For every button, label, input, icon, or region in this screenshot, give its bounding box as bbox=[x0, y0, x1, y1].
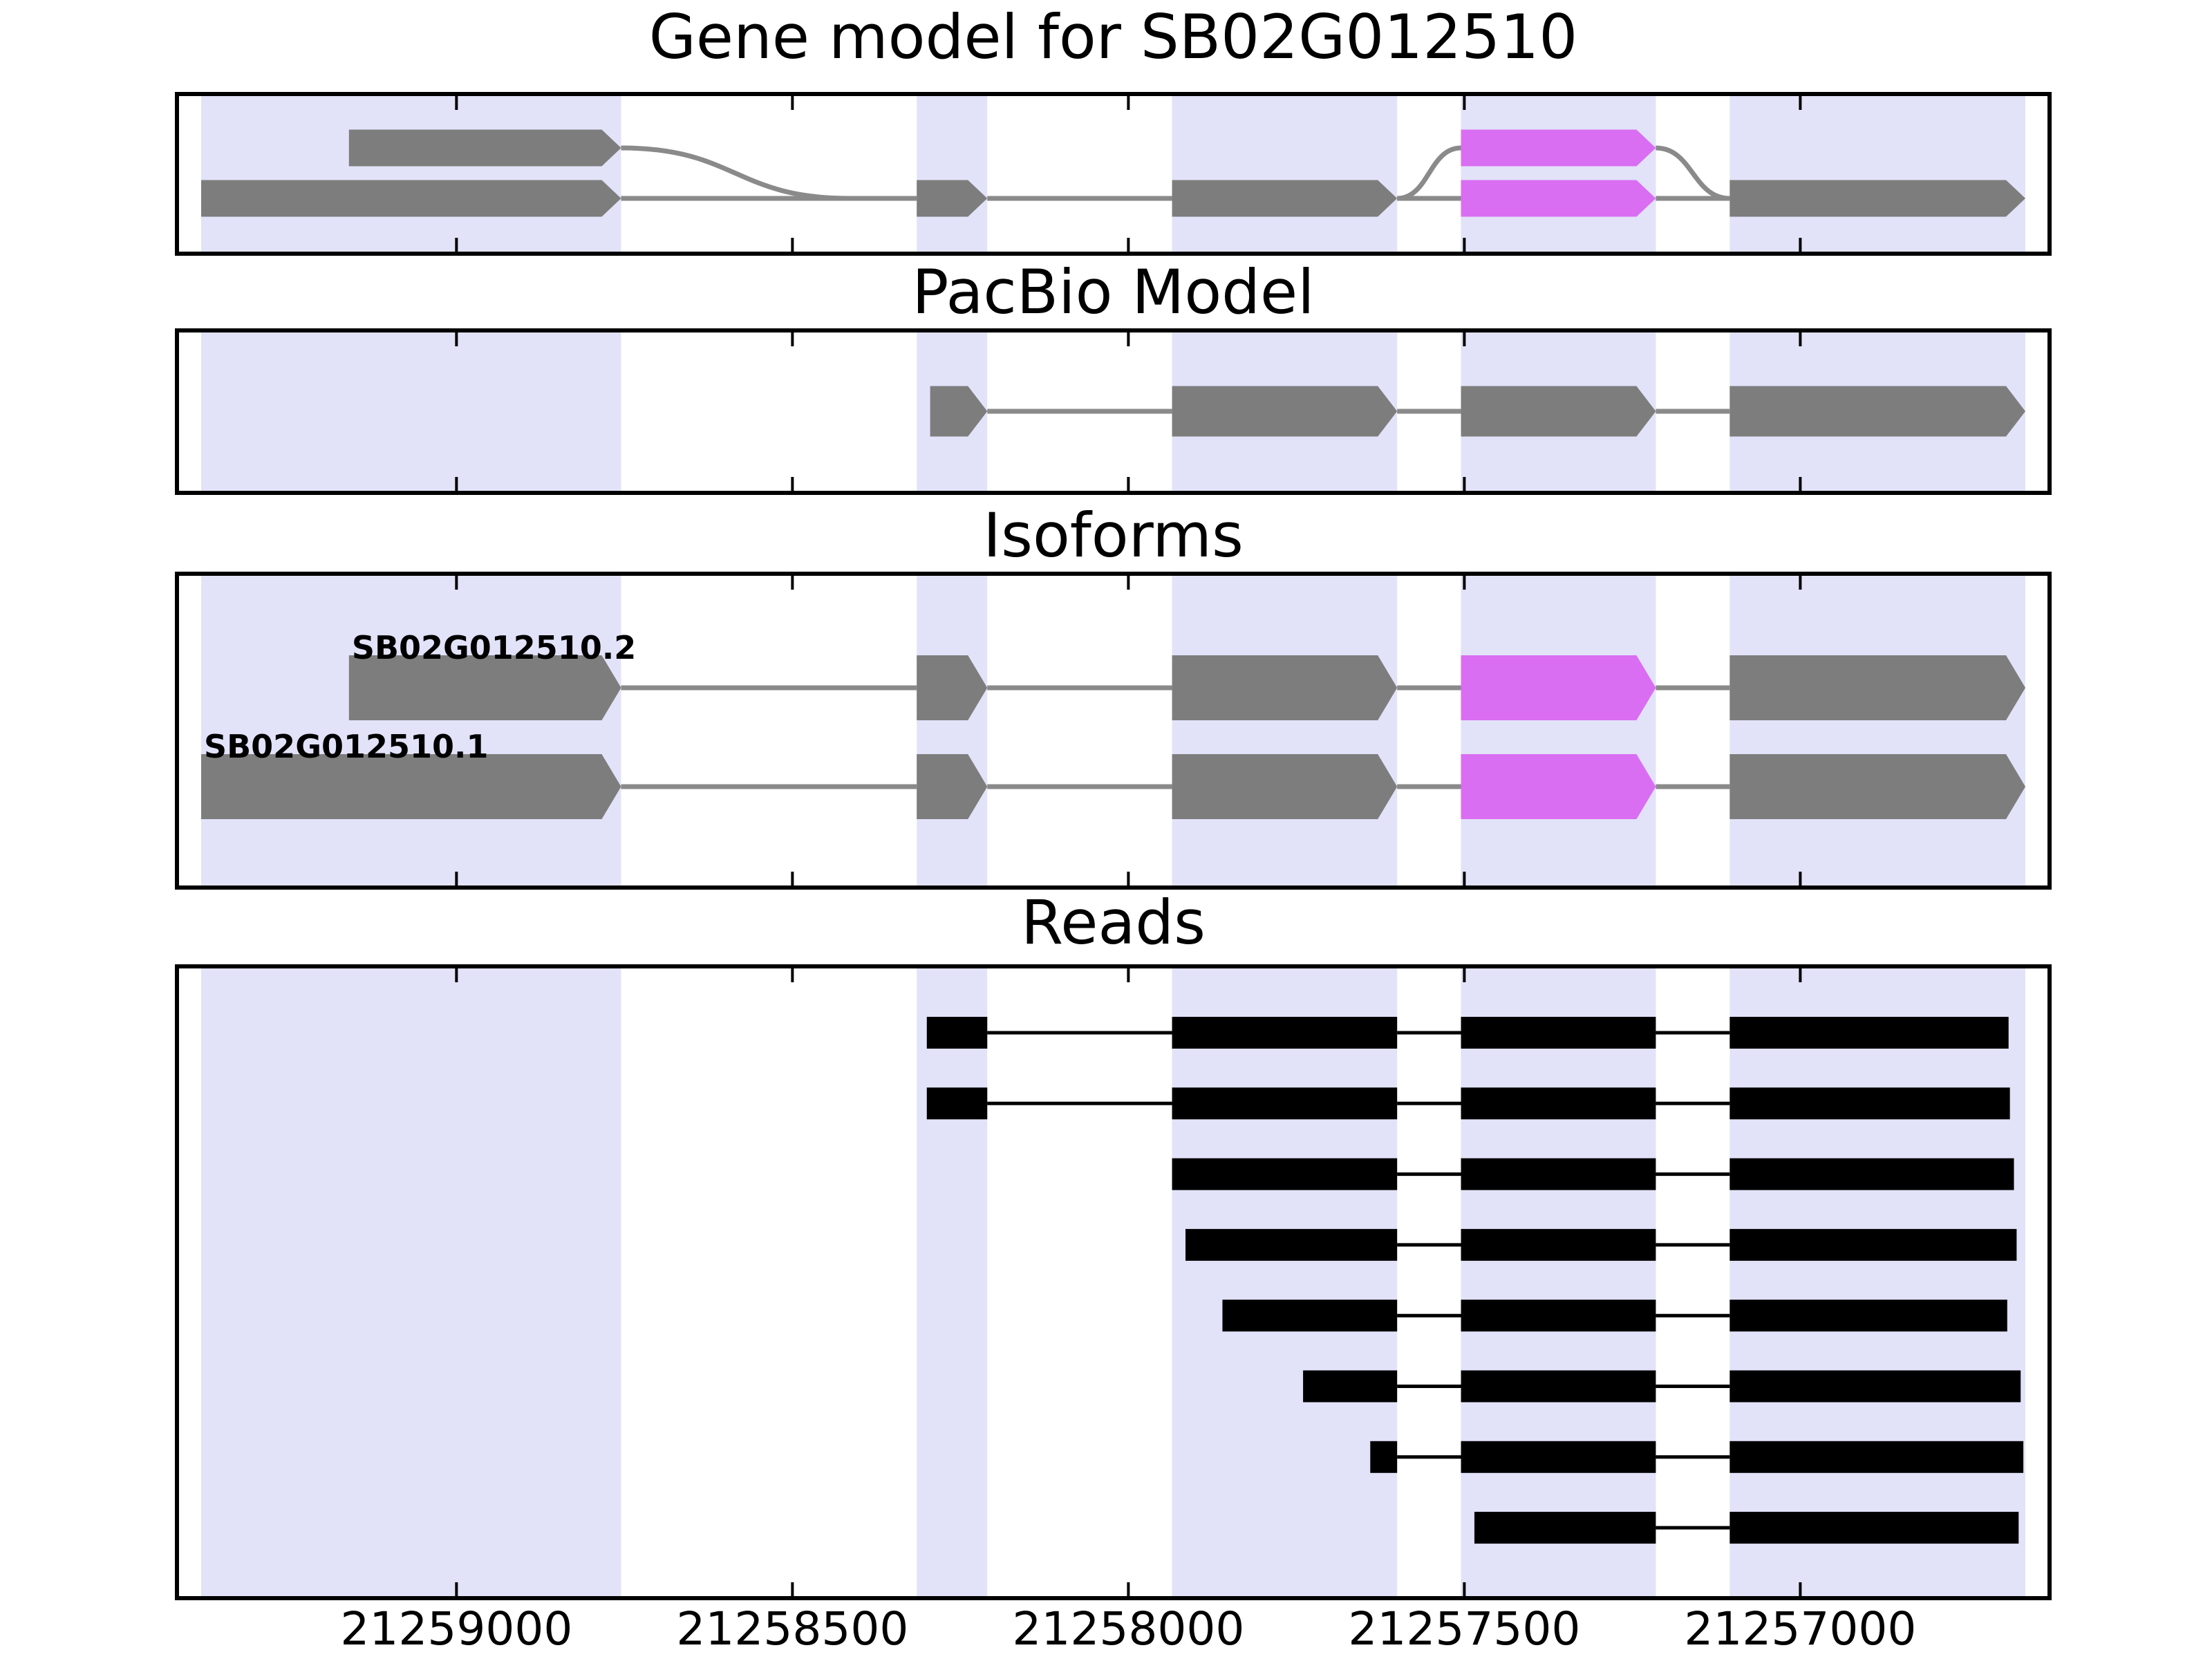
panel-gene-model bbox=[175, 92, 2052, 256]
exon bbox=[917, 754, 988, 819]
x-axis-tick-label: 21258500 bbox=[676, 1602, 909, 1656]
x-axis-tick-label: 21258000 bbox=[1012, 1602, 1245, 1656]
read-exon-block bbox=[1730, 1441, 2024, 1473]
read-exon-block bbox=[1461, 1158, 1656, 1190]
read-exon-block bbox=[1303, 1370, 1398, 1403]
exon-highlighted bbox=[1461, 180, 1656, 217]
read-exon-block bbox=[1730, 1228, 2017, 1261]
isoform-label-2: SB02G012510.2 bbox=[351, 629, 637, 666]
exon bbox=[1730, 180, 2026, 217]
exon-highlight-band bbox=[1172, 94, 1398, 254]
exon bbox=[200, 754, 621, 819]
read-exon-block bbox=[1730, 1087, 2010, 1120]
exon bbox=[1461, 386, 1656, 437]
read-exon-block bbox=[1222, 1300, 1398, 1332]
exon-highlight-band bbox=[1172, 966, 1398, 1598]
exon-highlight-band bbox=[917, 94, 988, 254]
title-pacbio: PacBio Model bbox=[912, 256, 1315, 328]
read-exon-block bbox=[1370, 1441, 1398, 1473]
exon-highlight-band bbox=[1730, 574, 2026, 888]
read-row bbox=[1303, 1370, 2021, 1403]
exon bbox=[200, 180, 621, 217]
title-gene-model: Gene model for SB02G012510 bbox=[648, 1, 1578, 73]
read-exon-block bbox=[1461, 1087, 1656, 1120]
panel-border bbox=[175, 92, 2052, 256]
exon bbox=[1172, 655, 1398, 720]
read-exon-block bbox=[1474, 1512, 1656, 1544]
read-exon-block bbox=[1172, 1017, 1398, 1049]
read-row bbox=[1172, 1158, 2014, 1190]
exon bbox=[917, 180, 988, 217]
read-exon-block bbox=[1461, 1370, 1656, 1403]
exon bbox=[348, 129, 621, 167]
read-exon-block bbox=[1461, 1228, 1656, 1261]
exon bbox=[1730, 754, 2026, 819]
exon-highlight-band bbox=[1172, 574, 1398, 888]
read-row bbox=[926, 1017, 2009, 1049]
read-exon-block bbox=[1730, 1017, 2009, 1049]
title-reads: Reads bbox=[1021, 887, 1206, 958]
isoform-label-1: SB02G012510.1 bbox=[203, 728, 489, 765]
x-axis-tick-label: 21257000 bbox=[1684, 1602, 1917, 1656]
read-exon-block bbox=[926, 1087, 988, 1120]
exon-highlight-band bbox=[200, 330, 621, 493]
exon bbox=[1172, 754, 1398, 819]
x-axis-tick-label: 21257500 bbox=[1348, 1602, 1581, 1656]
panel-pacbio-model bbox=[175, 328, 2052, 495]
read-exon-block bbox=[1730, 1512, 2019, 1544]
read-exon-block bbox=[1172, 1158, 1398, 1190]
read-row bbox=[1474, 1512, 2019, 1544]
panel-reads bbox=[175, 964, 2052, 1600]
exon-highlighted bbox=[1461, 754, 1656, 819]
panel-isoforms bbox=[175, 572, 2052, 890]
exon-highlight-band bbox=[917, 574, 988, 888]
exon-highlight-band bbox=[1461, 966, 1656, 1598]
exon-highlight-band bbox=[1730, 94, 2026, 254]
read-row bbox=[1370, 1441, 2024, 1473]
exon-highlight-band bbox=[1461, 94, 1656, 254]
exon-highlight-band bbox=[1461, 574, 1656, 888]
panel-border bbox=[175, 964, 2052, 1600]
exon-highlight-band bbox=[1730, 966, 2026, 1598]
read-row bbox=[1185, 1228, 2017, 1261]
read-exon-block bbox=[1730, 1158, 2014, 1190]
read-row bbox=[1222, 1300, 2007, 1332]
exon bbox=[1730, 386, 2026, 437]
exon bbox=[917, 655, 988, 720]
read-row bbox=[926, 1087, 2010, 1120]
exon bbox=[1172, 180, 1398, 217]
splice-curve bbox=[621, 145, 850, 201]
read-exon-block bbox=[1461, 1441, 1656, 1473]
exon-highlight-band bbox=[917, 966, 988, 1598]
exon bbox=[1172, 386, 1398, 437]
x-axis-tick-label: 21259000 bbox=[340, 1602, 573, 1656]
read-exon-block bbox=[1185, 1228, 1398, 1261]
read-exon-block bbox=[1461, 1300, 1656, 1332]
read-exon-block bbox=[1730, 1370, 2021, 1403]
panel-border bbox=[175, 328, 2052, 495]
read-exon-block bbox=[1461, 1017, 1656, 1049]
panel-border bbox=[175, 572, 2052, 890]
read-exon-block bbox=[1730, 1300, 2007, 1332]
exon bbox=[1730, 655, 2026, 720]
read-exon-block bbox=[926, 1017, 988, 1049]
exon-highlighted bbox=[1461, 129, 1656, 167]
exon bbox=[930, 386, 988, 437]
exon-highlighted bbox=[1461, 655, 1656, 720]
exon-highlight-band bbox=[200, 574, 621, 888]
exon-highlight-band bbox=[200, 94, 621, 254]
exon-highlight-band bbox=[200, 966, 621, 1598]
read-exon-block bbox=[1172, 1087, 1398, 1120]
title-isoforms: Isoforms bbox=[983, 500, 1244, 571]
exon bbox=[348, 655, 621, 720]
